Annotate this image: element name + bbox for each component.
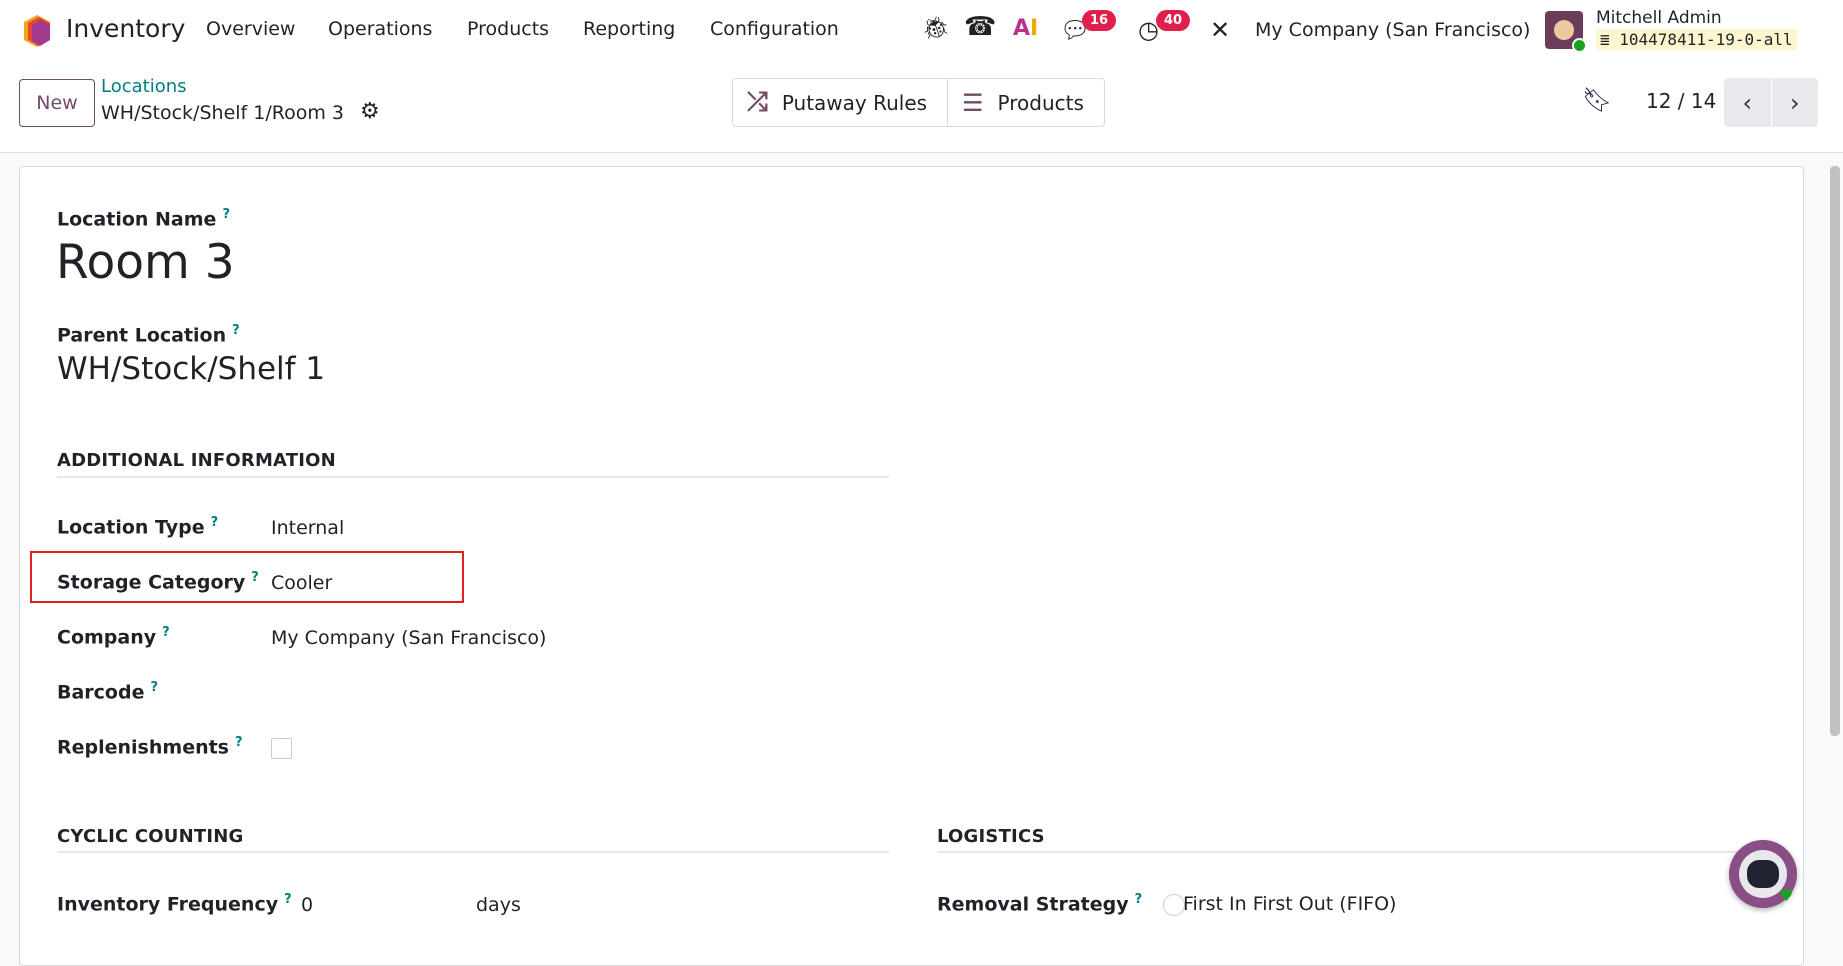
inventory-logo-icon[interactable] [22, 14, 52, 48]
help-icon[interactable]: ? [162, 625, 170, 640]
avatar[interactable] [1545, 11, 1587, 53]
new-button[interactable]: New [19, 79, 95, 127]
divider [57, 851, 889, 853]
replenishments-label: Replenishments? [57, 735, 243, 759]
help-icon[interactable]: ? [150, 680, 159, 695]
putaway-rules-button[interactable]: ⤮ Putaway Rules [733, 79, 948, 126]
online-status-icon [1572, 38, 1587, 53]
menu-operations[interactable]: Operations [328, 18, 433, 40]
cyclic-counting-title: CYCLIC COUNTING [57, 826, 244, 847]
user-name[interactable]: Mitchell Admin [1596, 8, 1722, 28]
removal-strategy-radio[interactable] [1163, 894, 1185, 916]
help-icon[interactable]: ? [1134, 892, 1143, 907]
products-label: Products [997, 90, 1084, 115]
location-type-label: Location Type? [57, 515, 219, 539]
removal-strategy-value[interactable]: First In First Out (FIFO) [1183, 893, 1397, 915]
storage-category-label: Storage Category? [57, 570, 259, 594]
help-icon[interactable]: ? [251, 570, 259, 585]
additional-info-title: ADDITIONAL INFORMATION [57, 450, 336, 471]
barcode-label: Barcode? [57, 680, 159, 704]
app-name[interactable]: Inventory [66, 14, 186, 43]
smart-buttons: ⤮ Putaway Rules ☰ Products [732, 78, 1105, 127]
inventory-frequency-input[interactable]: 0 [301, 894, 314, 916]
ai-icon[interactable]: AI [1013, 16, 1039, 41]
help-icon[interactable]: ? [210, 515, 219, 530]
tools-icon[interactable]: ✕ [1210, 16, 1231, 44]
location-type-value[interactable]: Internal [271, 517, 345, 539]
inventory-frequency-unit: days [476, 894, 521, 916]
heart-icon: ♥ [1779, 886, 1794, 905]
company-label: Company? [57, 625, 170, 649]
gear-icon[interactable]: ⚙ [360, 99, 380, 124]
top-navbar: Inventory Overview Operations Products R… [0, 0, 1843, 62]
replenishments-checkbox[interactable] [271, 738, 292, 759]
highlight-box [30, 551, 464, 603]
bug-icon[interactable]: 🐞︎ [922, 16, 950, 41]
control-panel: New Locations WH/Stock/Shelf 1/Room 3 ⚙ … [0, 62, 1843, 153]
logistics-title: LOGISTICS [937, 826, 1045, 847]
pager-value[interactable]: 12 / 14 [1646, 89, 1717, 113]
shuffle-icon: ⤮ [747, 87, 768, 117]
divider [57, 476, 889, 478]
help-icon[interactable]: ? [284, 892, 292, 907]
inventory-frequency-label: Inventory Frequency? [57, 892, 292, 916]
clock-icon[interactable]: ◷ [1138, 16, 1159, 44]
breadcrumb-current: WH/Stock/Shelf 1/Room 3 [101, 102, 344, 124]
putaway-rules-label: Putaway Rules [781, 90, 928, 115]
help-icon[interactable]: ? [222, 207, 230, 222]
menu-configuration[interactable]: Configuration [710, 18, 839, 40]
activity-badge: 40 [1156, 10, 1191, 31]
help-icon[interactable]: ? [235, 735, 243, 750]
company-value[interactable]: My Company (San Francisco) [271, 627, 547, 649]
list-icon: ☰ [962, 88, 984, 117]
scrollbar[interactable] [1830, 166, 1840, 736]
divider [937, 851, 1767, 853]
menu-reporting[interactable]: Reporting [583, 18, 676, 40]
storage-category-value[interactable]: Cooler [271, 572, 333, 594]
help-icon[interactable]: ? [232, 323, 240, 338]
robot-icon [1747, 860, 1779, 888]
location-name-input[interactable]: Room 3 [56, 235, 235, 290]
form-sheet: Location Name? Room 3 Parent Location? W… [19, 166, 1804, 966]
chat-badge: 16 [1082, 10, 1117, 31]
phone-icon[interactable]: ☎ [964, 12, 997, 42]
menu-products[interactable]: Products [467, 18, 550, 40]
parent-location-label: Parent Location? [57, 323, 240, 347]
products-button[interactable]: ☰ Products [948, 79, 1104, 126]
company-switcher[interactable]: My Company (San Francisco) [1255, 19, 1531, 41]
breadcrumb-locations[interactable]: Locations [101, 76, 187, 97]
parent-location-input[interactable]: WH/Stock/Shelf 1 [57, 351, 326, 387]
previous-icon[interactable]: ‹ [1724, 78, 1772, 127]
bookmark-icon[interactable]: 🔖︎ [1582, 86, 1613, 114]
removal-strategy-label: Removal Strategy? [937, 892, 1143, 916]
next-icon[interactable]: › [1789, 88, 1800, 117]
database-badge: ≣ 104478411-19-0-all [1596, 29, 1797, 50]
menu-overview[interactable]: Overview [206, 18, 296, 40]
chatbot-button[interactable]: ♥ [1729, 840, 1797, 908]
database-icon: ≣ [1600, 30, 1620, 49]
location-name-label: Location Name? [57, 207, 230, 231]
database-name: 104478411-19-0-all [1619, 30, 1793, 49]
barcode-input[interactable] [271, 682, 571, 706]
pager-buttons: ‹ › [1724, 78, 1818, 127]
